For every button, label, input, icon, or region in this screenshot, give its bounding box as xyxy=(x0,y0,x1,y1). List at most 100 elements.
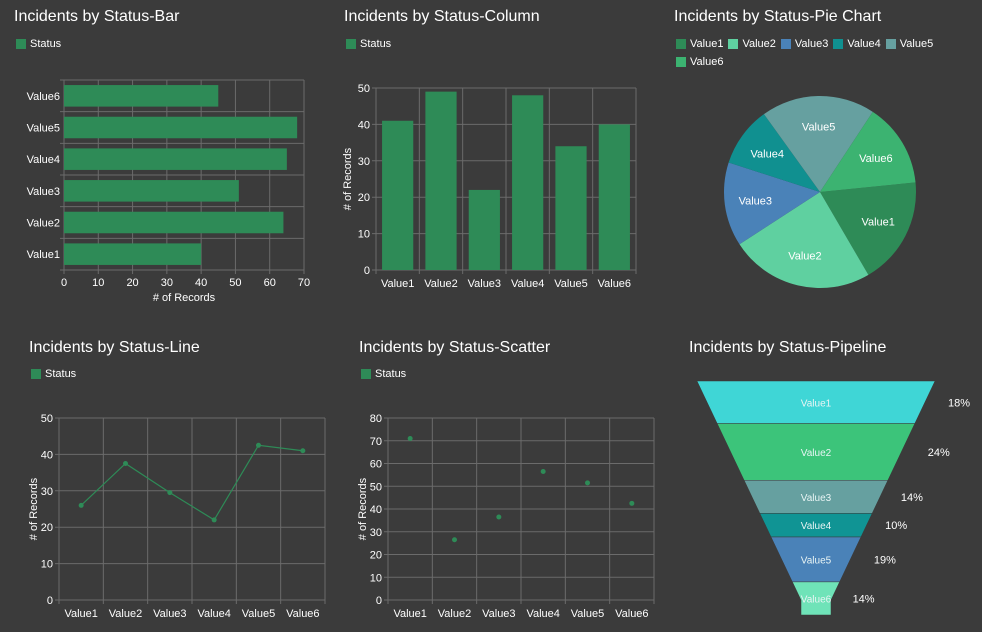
legend-label: Status xyxy=(30,38,62,50)
line-point xyxy=(256,442,261,448)
bar xyxy=(382,120,414,270)
funnel-stage xyxy=(792,581,840,616)
line-point xyxy=(211,517,217,523)
x-tick-label: 20 xyxy=(126,277,138,289)
x-tick-label: Value5 xyxy=(571,608,604,620)
legend-swatch xyxy=(833,39,844,49)
legend-label: Status xyxy=(360,38,392,50)
bar xyxy=(64,116,298,139)
funnel-chart-svg: Value1 18% Value2 24% Value3 14% Value4 10% Valu… xyxy=(696,380,970,616)
pie-slice xyxy=(739,192,869,288)
legend-item[interactable]: Value1 xyxy=(676,35,723,53)
x-tick-label: Value6 xyxy=(598,278,631,290)
chart-legend: Status xyxy=(361,365,411,383)
y-tick-label: Value1 xyxy=(27,249,60,261)
legend-item[interactable]: Value2 xyxy=(728,35,776,53)
x-tick-label: 10 xyxy=(92,277,104,289)
legend-item[interactable]: Value4 xyxy=(833,35,881,53)
legend-label: Value4 xyxy=(847,38,881,50)
line-point xyxy=(78,502,84,508)
x-tick-label: Value1 xyxy=(64,608,97,620)
y-tick-label: 0 xyxy=(47,595,53,607)
scatter-point xyxy=(629,500,635,506)
y-tick-label: 30 xyxy=(370,527,382,539)
legend-swatch xyxy=(346,39,356,49)
stage-percent: 19% xyxy=(874,554,896,566)
legend-item[interactable]: Value6 xyxy=(676,53,723,71)
pie-slice xyxy=(820,111,916,192)
bar xyxy=(425,91,457,270)
panel-bar: Incidents by Status-Bar Status 0 10 20 30 40… xyxy=(0,0,330,320)
slice-label: Value1 xyxy=(861,217,894,229)
x-tick-label: 0 xyxy=(61,277,67,289)
pie-slice xyxy=(763,95,873,192)
x-tick-label: Value4 xyxy=(197,608,230,620)
bar xyxy=(555,146,587,270)
y-tick-label: 30 xyxy=(41,486,53,498)
stage-percent: 18% xyxy=(948,397,970,409)
x-tick-label: Value3 xyxy=(468,278,501,290)
legend-item[interactable]: Value5 xyxy=(885,35,933,53)
stage-label: Value3 xyxy=(801,493,832,504)
line-point xyxy=(123,461,128,466)
pie-slice xyxy=(820,182,916,275)
panel-column: Incidents by Status-Column Status 0 10 20 3… xyxy=(330,0,660,320)
y-tick-label: 20 xyxy=(41,522,53,534)
stage-percent: 24% xyxy=(928,447,950,459)
y-tick-label: 30 xyxy=(358,156,370,168)
legend-item[interactable]: Status xyxy=(346,35,391,53)
x-tick-label: Value5 xyxy=(554,278,587,290)
legend-label: Value6 xyxy=(690,56,724,68)
stage-percent: 14% xyxy=(901,492,923,504)
legend-item[interactable]: Value3 xyxy=(780,35,828,53)
x-tick-label: 50 xyxy=(229,277,241,289)
scatter-point xyxy=(496,514,502,520)
bar xyxy=(598,124,630,271)
legend-swatch xyxy=(676,57,686,67)
y-tick-label: Value2 xyxy=(27,218,60,230)
y-tick-label: 80 xyxy=(370,413,382,425)
bar xyxy=(64,211,284,234)
y-tick-label: 20 xyxy=(358,192,370,204)
pie-chart-svg: Value1 Value2 Value3 Value4 Value5 Value6 xyxy=(724,95,916,288)
bar xyxy=(64,180,239,202)
chart-legend: Status xyxy=(16,35,66,53)
y-tick-label: 10 xyxy=(358,229,370,241)
legend-label: Status xyxy=(375,368,407,380)
x-tick-label: Value5 xyxy=(242,608,275,620)
panel-scatter: Incidents by Status-Scatter Status 0 10 20… xyxy=(330,330,670,632)
bar xyxy=(468,189,500,270)
legend-label: Value2 xyxy=(742,38,776,50)
line-series xyxy=(80,444,303,521)
line-point xyxy=(300,448,306,454)
x-tick-label: Value6 xyxy=(286,608,319,620)
scatter-point xyxy=(407,435,413,441)
scatter-point xyxy=(540,468,546,474)
y-tick-label: 0 xyxy=(364,265,370,277)
chart-title: Incidents by Status-Column xyxy=(344,8,540,25)
y-tick-label: Value4 xyxy=(27,154,60,166)
slice-label: Value5 xyxy=(802,122,835,134)
line-point xyxy=(167,490,173,496)
legend-swatch xyxy=(780,39,791,49)
y-tick-label: 40 xyxy=(370,504,382,516)
pie-slice xyxy=(724,162,820,245)
bar-chart-svg: 0 10 20 30 40 50 60 70 Value1 Value2 Value3 Value4 V… xyxy=(27,79,310,304)
x-tick-label: Value3 xyxy=(482,608,515,620)
legend-item[interactable]: Status xyxy=(16,35,61,53)
legend-swatch xyxy=(885,39,896,49)
y-axis-label: # of Records xyxy=(342,147,354,210)
chart-legend: Value1 Value2 Value3 Value4 Value5 Value6 xyxy=(676,35,976,71)
legend-item[interactable]: Status xyxy=(31,365,76,383)
x-tick-label: 60 xyxy=(264,277,276,289)
x-tick-label: 70 xyxy=(298,277,310,289)
y-tick-label: 50 xyxy=(41,413,53,425)
chart-title: Incidents by Status-Line xyxy=(29,339,200,356)
legend-item[interactable]: Status xyxy=(361,365,406,383)
y-axis-label: # of Records xyxy=(28,477,40,540)
x-tick-label: Value4 xyxy=(511,278,544,290)
pie-slice xyxy=(728,114,820,192)
bar xyxy=(64,148,287,170)
scatter-point xyxy=(452,537,457,543)
legend-swatch xyxy=(676,39,686,49)
